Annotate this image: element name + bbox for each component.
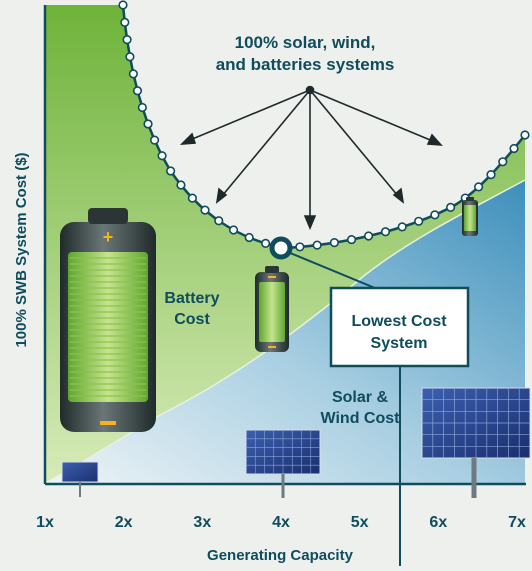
curve-point <box>295 242 305 252</box>
curve-point <box>498 157 508 167</box>
optimum-label-line1: Lowest Cost <box>351 313 447 330</box>
curve-point <box>176 180 186 190</box>
curve-point <box>346 234 357 245</box>
total-cost-curve <box>118 0 530 260</box>
curve-point <box>157 151 167 161</box>
curve-point <box>228 225 239 235</box>
curve-point <box>120 17 130 27</box>
solar-label-line2: Wind Cost <box>321 410 401 427</box>
x-tick-label: 3x <box>193 514 211 531</box>
battery-medium-icon <box>255 266 289 352</box>
battery-cost-area <box>45 5 525 483</box>
curve-point <box>125 52 135 62</box>
x-tick-label: 2x <box>115 514 133 531</box>
curve-point <box>486 170 496 180</box>
annotation-arrows <box>179 85 443 231</box>
x-tick-labels: 1x 2x 3x 4x 5x 6x 7x <box>36 514 526 531</box>
y-axis-label: 100% SWB System Cost ($) <box>13 152 30 347</box>
battery-label-line2: Cost <box>174 311 210 328</box>
solar-label-line1: Solar & <box>332 389 388 406</box>
curve-point <box>132 86 143 96</box>
svg-text:+: + <box>103 227 114 247</box>
curve-point <box>187 193 197 203</box>
curve-point <box>312 240 322 250</box>
battery-large-icon: + <box>60 208 156 432</box>
solar-wind-area <box>45 180 525 483</box>
x-tick-label: 4x <box>272 514 290 531</box>
x-axis-label: Generating Capacity <box>207 547 354 564</box>
curve-point <box>244 232 254 243</box>
solar-panel-small-icon <box>61 461 99 497</box>
curve-point <box>414 216 424 226</box>
x-tick-label: 6x <box>429 514 447 531</box>
curve-point <box>509 143 519 154</box>
curve-point <box>128 69 138 79</box>
curve-point <box>122 34 132 45</box>
curve-point <box>473 182 484 192</box>
curve-point <box>143 119 153 129</box>
curve-point <box>329 238 339 248</box>
battery-label-line1: Battery <box>164 290 219 307</box>
solar-panel-medium-icon <box>245 429 321 498</box>
curve-label-line1: 100% solar, wind, <box>235 33 376 52</box>
x-tick-label: 7x <box>508 514 526 531</box>
lowest-cost-box <box>329 286 470 368</box>
curve-point <box>445 202 456 212</box>
curve-point <box>214 216 224 226</box>
curve-point <box>430 210 440 220</box>
x-tick-label: 1x <box>36 514 54 531</box>
curve-point <box>166 166 176 176</box>
curve-point <box>200 205 210 215</box>
curve-point <box>137 102 147 113</box>
x-tick-label: 5x <box>351 514 369 531</box>
curve-point <box>149 135 160 145</box>
optimum-point <box>269 236 293 260</box>
optimum-label-line2: System <box>371 335 428 352</box>
curve-point <box>380 227 391 237</box>
curve-point <box>261 238 271 248</box>
curve-point <box>397 222 407 232</box>
curve-point <box>363 231 374 241</box>
curve-point <box>520 130 530 140</box>
curve-label-line2: and batteries systems <box>216 55 395 74</box>
curve-point <box>118 0 128 10</box>
battery-small-icon <box>462 197 478 236</box>
solar-panel-large-icon <box>421 387 531 498</box>
